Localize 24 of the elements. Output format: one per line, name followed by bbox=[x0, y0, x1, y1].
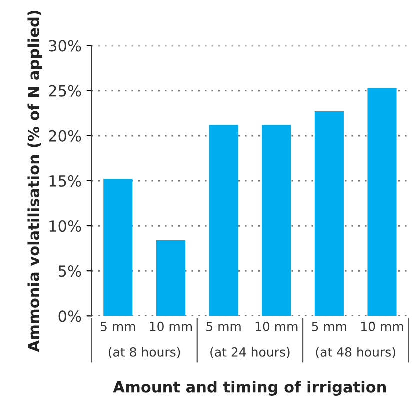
y-tick-label: 10% bbox=[50, 220, 82, 232]
x-tick-label: 10 mm bbox=[256, 322, 298, 332]
y-tick-label: 25% bbox=[49, 85, 82, 97]
y-tick-label: 15% bbox=[50, 175, 82, 187]
bar bbox=[156, 240, 186, 316]
x-tick-label: 10 mm bbox=[150, 322, 192, 332]
x-tick-label: 10 mm bbox=[362, 322, 404, 332]
x-axis-title: Amount and timing of irrigation bbox=[113, 381, 386, 396]
bar bbox=[209, 125, 238, 316]
text: (at 48 hours) bbox=[316, 347, 396, 358]
y-tick-label: 30% bbox=[49, 40, 82, 52]
x-tick-label: 5 mm bbox=[312, 322, 347, 332]
bar bbox=[262, 125, 292, 316]
bar bbox=[368, 88, 397, 316]
x-tick-label: 5 mm bbox=[206, 322, 241, 332]
y-axis-title: Ammonia volatilisation (% of N applied) bbox=[28, 10, 43, 352]
x-tick-label: 5 mm bbox=[100, 322, 136, 332]
bar bbox=[314, 112, 344, 316]
y-tick-label: 0% bbox=[58, 310, 82, 322]
text: (at 8 hours) bbox=[108, 347, 180, 358]
y-tick-label: 20% bbox=[49, 130, 82, 142]
y-tick-label: 5% bbox=[58, 266, 82, 278]
text: (at 24 hours) bbox=[210, 347, 290, 358]
bar bbox=[104, 179, 133, 316]
